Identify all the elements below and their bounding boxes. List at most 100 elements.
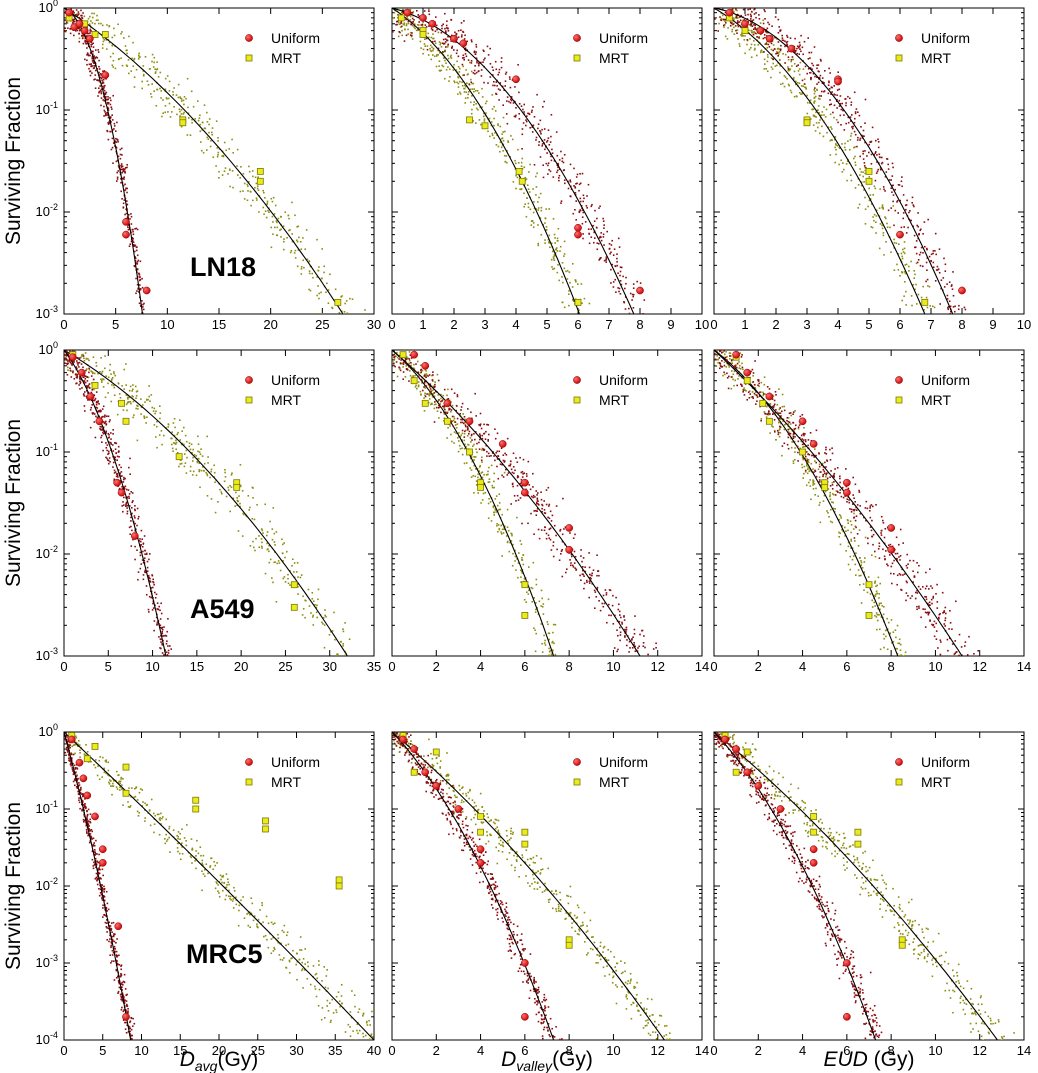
uniform-scatter-dot (404, 362, 407, 364)
mrt-scatter-dot (138, 52, 140, 55)
mrt-scatter-dot (741, 34, 743, 36)
uniform-scatter-dot (858, 114, 861, 117)
uniform-scatter-dot (398, 358, 400, 360)
uniform-scatter-dot (110, 116, 112, 118)
uniform-scatter-dot (511, 483, 514, 486)
mrt-scatter-dot (908, 270, 910, 272)
uniform-scatter-dot (876, 170, 879, 173)
mrt-scatter-dot (130, 402, 132, 405)
uniform-scatter-dot (111, 119, 114, 121)
mrt-scatter-dot (87, 17, 90, 20)
uniform-scatter-dot (144, 571, 146, 573)
mrt-scatter-dot (561, 276, 563, 278)
mrt-scatter-dot (249, 545, 252, 547)
uniform-scatter-dot (775, 52, 777, 55)
uniform-scatter-dot (108, 122, 110, 125)
uniform-scatter-dot (134, 517, 136, 519)
mrt-scatter-dot (504, 130, 506, 133)
mrt-scatter-dot (750, 29, 752, 32)
uniform-scatter-dot (122, 168, 125, 170)
uniform-scatter-dot (78, 16, 80, 19)
uniform-scatter-dot (446, 39, 448, 41)
mrt-data-point (803, 119, 811, 127)
mrt-scatter-dot (515, 187, 517, 190)
mrt-scatter-dot (399, 361, 402, 364)
mrt-scatter-dot (114, 374, 117, 377)
uniform-scatter-dot (509, 465, 511, 467)
uniform-scatter-dot (582, 194, 585, 197)
uniform-scatter-dot (138, 540, 141, 542)
mrt-scatter-dot (296, 240, 299, 243)
mrt-scatter-dot (147, 84, 150, 86)
x-tick-label: 25 (278, 659, 292, 674)
uniform-scatter-dot (136, 283, 139, 286)
uniform-scatter-dot (132, 241, 135, 243)
uniform-scatter-dot (498, 71, 500, 74)
uniform-scatter-dot (474, 438, 476, 441)
uniform-scatter-dot (134, 250, 136, 253)
uniform-scatter-dot (465, 425, 467, 428)
mrt-scatter-dot (463, 447, 466, 450)
uniform-scatter-dot (91, 404, 93, 406)
mrt-scatter-dot (792, 78, 795, 80)
mrt-scatter-dot (268, 211, 270, 214)
mrt-scatter-dot (754, 47, 756, 50)
mrt-scatter-dot (457, 82, 460, 85)
uniform-scatter-dot (475, 415, 477, 417)
mrt-scatter-dot (483, 474, 485, 476)
mrt-scatter-dot (544, 217, 547, 220)
mrt-scatter-dot (525, 215, 528, 218)
mrt-scatter-dot (457, 76, 459, 78)
mrt-scatter-dot (162, 112, 164, 114)
uniform-scatter-dot (150, 596, 152, 599)
mrt-scatter-dot (143, 415, 145, 417)
uniform-scatter-dot (67, 27, 69, 29)
uniform-scatter-dot (543, 500, 545, 502)
uniform-scatter-dot (78, 376, 81, 378)
mrt-scatter-dot (554, 623, 557, 626)
uniform-scatter-dot (828, 88, 831, 90)
mrt-scatter-dot (456, 423, 459, 425)
uniform-scatter-dot (104, 97, 107, 99)
mrt-scatter-dot (432, 54, 434, 56)
mrt-scatter-dot (121, 64, 124, 67)
uniform-scatter-dot (102, 432, 105, 435)
uniform-scatter-dot (468, 83, 471, 85)
mrt-scatter-dot (833, 116, 835, 119)
mrt-scatter-dot (111, 64, 114, 66)
uniform-scatter-dot (117, 139, 119, 141)
uniform-scatter-dot (856, 139, 859, 141)
mrt-scatter-dot (262, 532, 264, 534)
uniform-scatter-dot (131, 529, 133, 532)
uniform-scatter-dot (96, 68, 99, 70)
mrt-scatter-dot (409, 8, 412, 11)
uniform-scatter-dot (149, 577, 151, 580)
mrt-scatter-dot (484, 102, 487, 105)
y-tick-label: 10-1 (36, 442, 58, 459)
mrt-scatter-dot (239, 464, 242, 466)
uniform-scatter-dot (97, 95, 99, 97)
uniform-scatter-dot (605, 259, 607, 261)
uniform-scatter-dot (417, 375, 420, 378)
mrt-scatter-dot (445, 68, 448, 71)
uniform-scatter-dot (428, 13, 431, 16)
mrt-scatter-dot (158, 434, 161, 436)
mrt-scatter-dot (437, 400, 440, 402)
mrt-scatter-dot (304, 616, 306, 619)
uniform-scatter-dot (152, 578, 154, 581)
mrt-scatter-dot (189, 134, 192, 136)
mrt-scatter-dot (795, 83, 797, 86)
uniform-scatter-dot (82, 376, 84, 378)
mrt-scatter-dot (801, 92, 804, 95)
mrt-scatter-dot (172, 94, 174, 96)
mrt-scatter-dot (126, 49, 128, 51)
uniform-scatter-dot (948, 281, 951, 283)
uniform-scatter-dot (481, 434, 483, 437)
mrt-scatter-dot (749, 38, 751, 40)
uniform-scatter-dot (922, 252, 924, 254)
mrt-scatter-dot (78, 37, 81, 40)
uniform-scatter-dot (502, 104, 504, 106)
mrt-scatter-dot (548, 234, 551, 237)
uniform-scatter-dot (560, 200, 563, 202)
